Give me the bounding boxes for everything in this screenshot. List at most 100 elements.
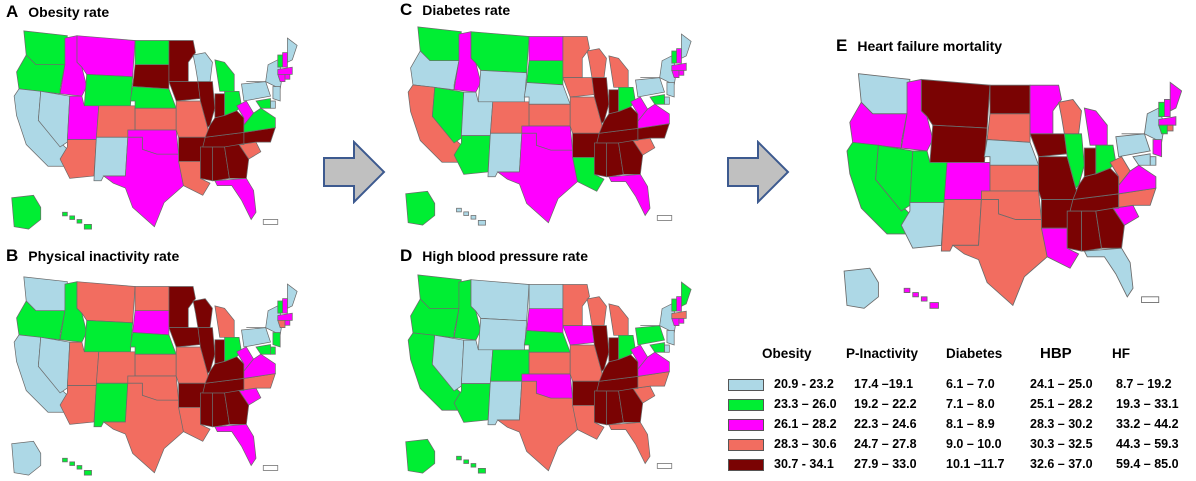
legend-value-diabetes: 8.1 – 8.9 xyxy=(946,417,995,431)
legend-value-obesity: 26.1 – 28.2 xyxy=(774,417,837,431)
state-mi xyxy=(214,305,235,338)
legend-header-diabetes: Diabetes xyxy=(946,346,1003,361)
state-de xyxy=(1149,156,1157,166)
state-wy xyxy=(929,124,988,166)
legend-value-obesity: 30.7 - 34.1 xyxy=(774,457,834,471)
territory-pr xyxy=(1141,296,1160,303)
legend-value-hbp: 30.3 – 32.5 xyxy=(1030,437,1093,451)
territory-pr xyxy=(262,465,279,471)
state-ks xyxy=(989,164,1040,192)
state-nm xyxy=(93,136,129,182)
state-wi xyxy=(192,298,213,328)
arrow-right-shape xyxy=(323,140,386,204)
state-in xyxy=(214,339,225,365)
state-or xyxy=(16,300,66,341)
state-in xyxy=(1083,147,1097,178)
panel-title-e: E Heart failure mortality xyxy=(836,36,1002,56)
state-pa xyxy=(635,77,665,98)
panel-letter-c: C xyxy=(400,0,413,19)
state-mi xyxy=(608,303,629,336)
state-ga xyxy=(224,390,250,425)
legend-value-hf: 8.7 – 19.2 xyxy=(1116,377,1172,391)
state-pa xyxy=(241,327,271,348)
state-hi-island xyxy=(69,215,75,220)
legend-row: 20.9 - 23.2 17.4 –19.1 6.1 – 7.0 24.1 – … xyxy=(728,376,1188,396)
state-md xyxy=(1132,153,1151,166)
state-ak xyxy=(405,190,436,226)
state-ia xyxy=(1029,133,1068,158)
state-nh xyxy=(282,52,288,68)
state-hi-island xyxy=(463,459,469,464)
state-va xyxy=(637,103,670,129)
legend-header-p-inactivity: P-Inactivity xyxy=(846,346,919,361)
state-ga xyxy=(1095,207,1125,249)
legend-value-p-inactivity: 19.2 – 22.2 xyxy=(854,397,917,411)
state-hi-island xyxy=(83,223,92,230)
state-ri xyxy=(1166,124,1174,132)
state-nj xyxy=(666,330,675,346)
state-ma xyxy=(671,62,687,71)
state-mt xyxy=(470,31,530,74)
state-hi-island xyxy=(69,461,75,466)
legend-value-obesity: 23.3 – 26.0 xyxy=(774,397,837,411)
state-nv xyxy=(37,336,71,394)
state-ga xyxy=(224,144,250,179)
state-ms xyxy=(1066,210,1082,252)
state-wi xyxy=(586,48,607,78)
state-nm xyxy=(487,132,523,178)
state-md xyxy=(255,98,271,109)
state-mt xyxy=(76,35,136,78)
state-mi xyxy=(608,55,629,88)
state-va xyxy=(243,107,276,133)
state-de xyxy=(664,96,670,105)
state-ma xyxy=(277,312,293,321)
state-me xyxy=(1169,81,1183,112)
map-e xyxy=(843,73,1183,309)
panel-title-a: A Obesity rate xyxy=(6,2,109,22)
panel-letter-b: B xyxy=(6,246,19,265)
state-me xyxy=(287,283,298,309)
panel-letter-a: A xyxy=(6,2,19,21)
state-ga xyxy=(618,140,644,175)
state-nj xyxy=(272,86,281,102)
legend-value-p-inactivity: 24.7 – 27.8 xyxy=(854,437,917,451)
state-ct xyxy=(671,70,680,78)
state-wy xyxy=(83,319,134,355)
legend-header-obesity: Obesity xyxy=(762,346,812,361)
legend-value-hf: 59.4 – 85.0 xyxy=(1116,457,1179,471)
state-mn xyxy=(562,284,590,326)
territory-pr xyxy=(262,219,279,225)
state-ga xyxy=(618,388,644,423)
legend-swatch xyxy=(728,379,764,391)
state-va xyxy=(1118,164,1157,195)
state-md xyxy=(649,94,665,105)
state-fl xyxy=(608,421,651,465)
state-pa xyxy=(241,81,271,102)
state-me xyxy=(681,281,692,307)
state-in xyxy=(214,93,225,119)
state-de xyxy=(664,344,670,353)
state-sd xyxy=(132,310,170,336)
state-sd xyxy=(526,308,564,334)
state-mn xyxy=(562,36,590,78)
state-ks xyxy=(528,103,571,127)
state-fl xyxy=(1083,247,1134,298)
map-c xyxy=(405,26,692,226)
legend-value-hf: 19.3 – 33.1 xyxy=(1116,397,1179,411)
legend-value-diabetes: 6.1 – 7.0 xyxy=(946,377,995,391)
state-or xyxy=(410,298,460,339)
state-ct xyxy=(277,320,286,328)
state-ia xyxy=(168,81,201,102)
state-oh xyxy=(618,86,636,113)
legend-header-hf: HF xyxy=(1112,346,1130,361)
legend-swatch xyxy=(728,439,764,451)
state-nm xyxy=(93,382,129,428)
state-ct xyxy=(277,74,286,82)
legend-value-hbp: 24.1 – 25.0 xyxy=(1030,377,1093,391)
state-nv xyxy=(875,144,914,212)
state-ak xyxy=(11,440,42,476)
state-vt xyxy=(277,54,283,68)
legend-value-diabetes: 9.0 – 10.0 xyxy=(946,437,1002,451)
state-tx xyxy=(951,199,1048,307)
legend-value-hbp: 32.6 – 37.0 xyxy=(1030,457,1093,471)
